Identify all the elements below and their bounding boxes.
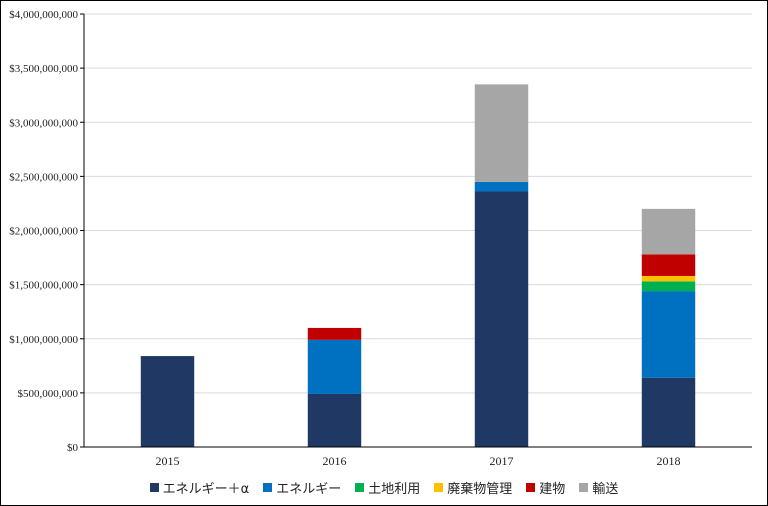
y-tick-label: $1,500,000,000 [9,280,78,292]
legend-swatch [434,482,444,492]
y-tick-label: $500,000,000 [18,388,79,400]
x-tick-label: 2015 [156,454,180,468]
legend-label: 廃棄物管理 [447,481,513,497]
legend-item: エネルギー＋α [149,478,250,497]
bar-segment [641,291,696,378]
legend-label: エネルギー＋α [162,481,250,497]
bar-segment [641,208,696,255]
y-tick-label: $0 [67,442,79,454]
y-tick-label: $2,000,000,000 [9,226,78,238]
y-tick-label: $3,000,000,000 [9,117,78,129]
legend-item: エネルギー [263,478,341,497]
y-tick-label: $2,500,000,000 [9,171,78,183]
x-axis-ticks: 2015 2016 2017 2018 [156,454,681,468]
x-tick-label: 2016 [323,454,347,468]
bar-segment [307,327,362,340]
legend-swatch [579,482,589,492]
legend-label: 建物 [539,481,566,497]
legend-item: 廃棄物管理 [434,478,512,497]
legend-item: 輸送 [579,478,618,497]
legend-label: エネルギー [276,481,342,497]
x-tick-label: 2018 [657,454,681,468]
legend: エネルギー＋α エネルギー 土地利用 廃棄物管理 建物 輸送 [0,477,768,497]
legend-swatch [526,482,536,492]
bar-segment [307,393,362,447]
bars [140,84,696,447]
legend-item: 土地利用 [355,478,420,497]
bar-segment [474,181,529,192]
bar-segment [641,275,696,282]
legend-swatch [263,482,273,492]
bar-segment [641,281,696,292]
y-tick-label: $1,000,000,000 [9,334,78,346]
y-axis-ticks: $0 $500,000,000 $1,000,000,000 $1,500,000,0… [9,9,84,454]
legend-label: 輸送 [592,481,619,497]
legend-swatch [355,482,365,492]
y-tick-label: $4,000,000,000 [9,9,78,21]
bar-segment [307,339,362,394]
gridlines [84,13,752,394]
bar-segment [474,191,529,447]
bar-segment [641,254,696,276]
legend-item: 建物 [526,478,565,497]
bar-segment [641,377,696,447]
y-tick-label: $3,500,000,000 [9,63,78,75]
bar-segment [140,356,195,447]
legend-swatch [149,482,159,492]
legend-label: 土地利用 [368,481,421,497]
bar-segment [474,84,529,182]
x-tick-label: 2017 [490,454,514,468]
